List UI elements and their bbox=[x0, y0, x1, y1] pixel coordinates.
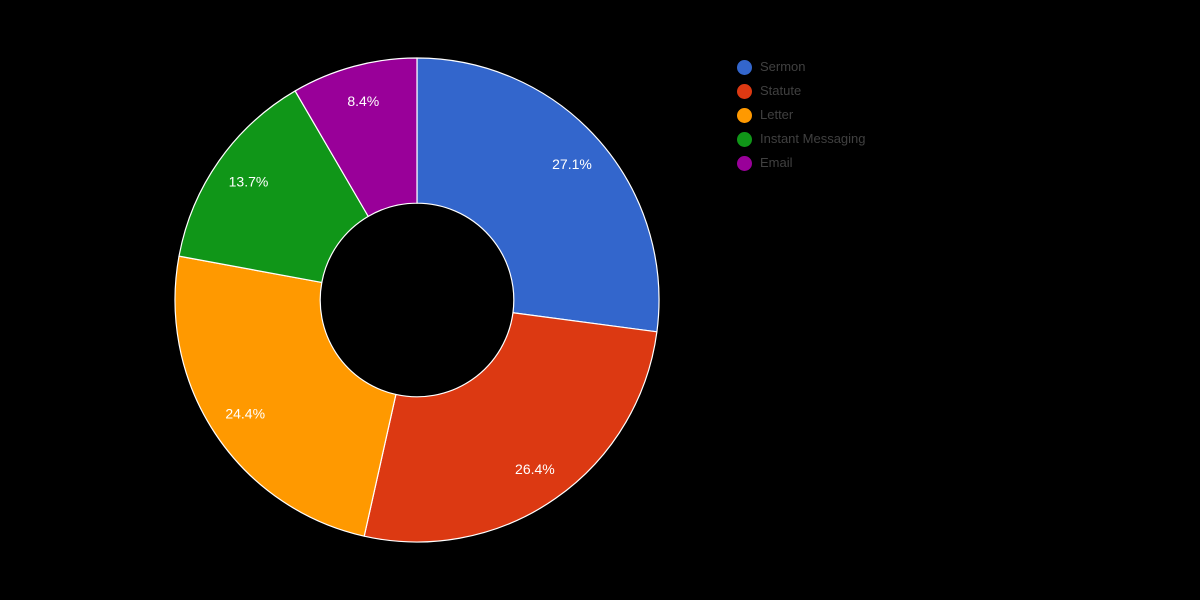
slice-percent-label: 24.4% bbox=[225, 406, 265, 422]
legend-item-sermon[interactable]: Sermon bbox=[737, 55, 866, 79]
legend-item-letter[interactable]: Letter bbox=[737, 103, 866, 127]
pie-slice-letter[interactable] bbox=[174, 255, 397, 537]
legend-item-label: Sermon bbox=[760, 59, 806, 74]
pie-slice-email[interactable] bbox=[294, 57, 418, 217]
slice-percent-label: 8.4% bbox=[347, 93, 379, 109]
legend-dot-icon bbox=[737, 59, 752, 75]
legend-dot-icon bbox=[737, 107, 752, 123]
legend-item-email[interactable]: Email bbox=[737, 151, 866, 175]
legend-dot-icon bbox=[737, 131, 752, 147]
legend-item-label: Email bbox=[760, 155, 793, 170]
pie-slice-sermon[interactable] bbox=[416, 57, 660, 333]
legend-item-label: Statute bbox=[760, 83, 802, 98]
legend-item-label: Letter bbox=[760, 107, 794, 122]
legend-item-instant-messaging[interactable]: Instant Messaging bbox=[737, 127, 866, 151]
donut-slices-group bbox=[174, 57, 660, 543]
slice-percent-label: 27.1% bbox=[552, 156, 592, 172]
pie-slice-instant-messaging[interactable] bbox=[178, 90, 369, 284]
donut-slice-labels-group: 27.1% 26.4% 24.4% 13.7% 8.4% bbox=[225, 93, 592, 477]
chart-legend: Sermon Statute Letter Instant Messaging Emai… bbox=[737, 55, 866, 175]
slice-percent-label: 13.7% bbox=[229, 173, 269, 189]
legend-item-label: Instant Messaging bbox=[760, 131, 866, 146]
legend-dot-icon bbox=[737, 83, 752, 99]
legend-dot-icon bbox=[737, 155, 752, 171]
slice-percent-label: 26.4% bbox=[515, 461, 555, 477]
legend-item-statute[interactable]: Statute bbox=[737, 79, 866, 103]
pie-slice-statute[interactable] bbox=[363, 312, 658, 543]
